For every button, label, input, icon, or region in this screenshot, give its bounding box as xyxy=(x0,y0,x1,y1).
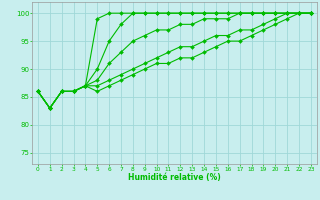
X-axis label: Humidité relative (%): Humidité relative (%) xyxy=(128,173,221,182)
